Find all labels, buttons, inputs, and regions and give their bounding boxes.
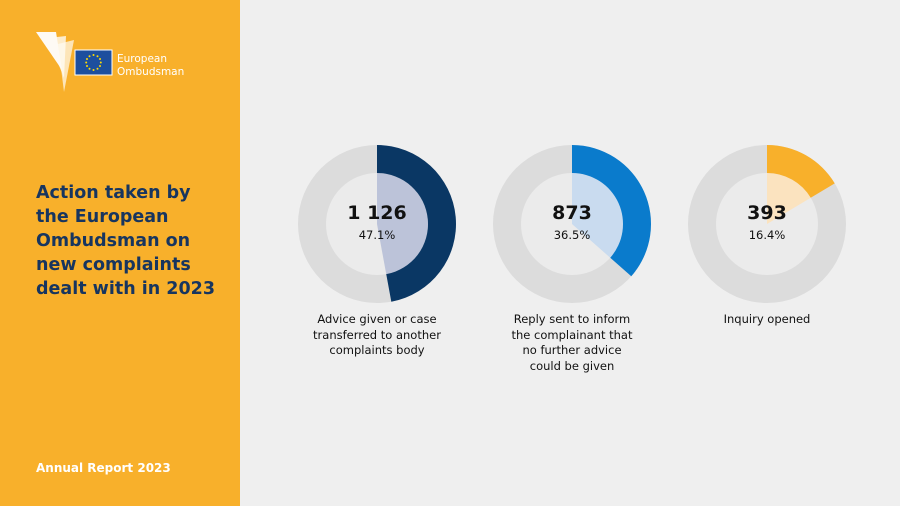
- eu-flag-icon: [74, 49, 113, 76]
- donut-segment: [377, 145, 456, 302]
- percent-label: 47.1%: [358, 228, 396, 242]
- category-label: Inquiry opened: [723, 312, 811, 326]
- inner-wedge: [377, 173, 428, 275]
- logo-line1: European: [117, 53, 168, 65]
- category-label: Advice given or case transferred to anot…: [313, 312, 441, 357]
- eu-stars-icon: [85, 54, 102, 71]
- donut-svg: [688, 145, 846, 303]
- wing-icon: [36, 32, 74, 92]
- value-label: 1 126: [347, 202, 407, 224]
- inner-wedge: [767, 173, 811, 224]
- donut-svg: [493, 145, 651, 303]
- value-label: 873: [552, 202, 592, 224]
- value-label: 393: [747, 202, 787, 224]
- inner-wedge: [572, 173, 623, 258]
- donut-svg: [298, 145, 456, 303]
- percent-label: 16.4%: [748, 228, 786, 242]
- european-ombudsman-logo: [36, 32, 113, 92]
- footer-report-label: Annual Report 2023: [36, 461, 171, 475]
- donut-chart-inquiry: 393 16.4% Inquiry opened: [657, 144, 877, 326]
- sidebar: European Ombudsman Action taken by the E…: [0, 0, 240, 506]
- logo-line2: Ombudsman: [117, 66, 185, 78]
- donut-segment: [767, 145, 835, 198]
- donut-chart-advice: 1 126 47.1% Advice given or case transfe…: [267, 144, 487, 357]
- logo-wordmark: European Ombudsman: [117, 53, 184, 79]
- donut-segment: [572, 145, 651, 277]
- donut-chart-reply: 873 36.5% Reply sent to inform the compl…: [462, 144, 682, 373]
- category-label: Reply sent to inform the complainant tha…: [511, 312, 633, 373]
- percent-label: 36.5%: [553, 228, 591, 242]
- page-title: Action taken by the European Ombudsman o…: [36, 183, 215, 299]
